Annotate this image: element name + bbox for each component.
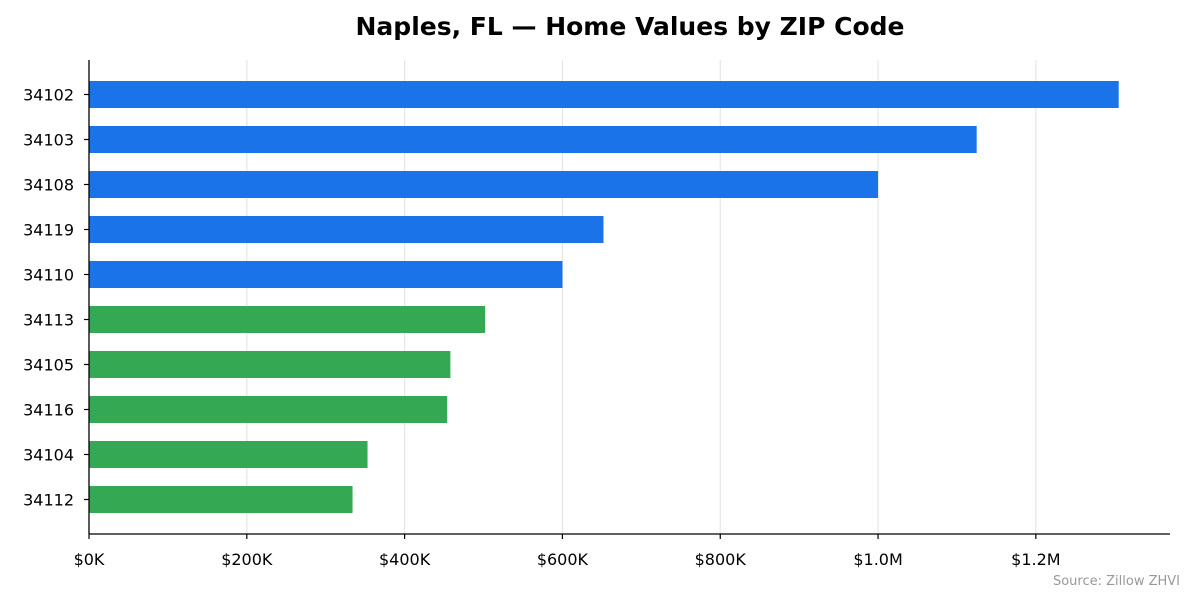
x-tick-label: $200K: [221, 550, 273, 569]
x-tick-label: $1.0M: [853, 550, 902, 569]
y-tick-label-34110: 34110: [23, 266, 74, 285]
x-tick-labels: $0K $200K $400K $600K $800K $1.0M $1.2M: [74, 534, 1061, 569]
y-tick-label-34119: 34119: [23, 221, 74, 240]
y-tick-labels: 34102 34103 34108 34119 34110 34113 34105 34116…: [23, 86, 89, 510]
x-tick-label: $800K: [695, 550, 747, 569]
bar-34113: [89, 306, 486, 333]
bar-34116: [89, 396, 448, 423]
y-tick-label-34104: 34104: [23, 446, 74, 465]
bar-34104: [89, 441, 368, 468]
bar-34105: [89, 351, 451, 378]
source-note: Source: Zillow ZHVI: [1053, 574, 1180, 589]
bar-34119: [89, 216, 604, 243]
bar-34102: [89, 81, 1119, 108]
y-tick-label-34102: 34102: [23, 86, 74, 105]
y-tick-label-34112: 34112: [23, 491, 74, 510]
x-tick-label: $1.2M: [1011, 550, 1060, 569]
bars: [89, 81, 1119, 513]
y-tick-label-34108: 34108: [23, 176, 74, 195]
bar-34103: [89, 126, 977, 153]
y-tick-label-34105: 34105: [23, 356, 74, 375]
chart-title: Naples, FL — Home Values by ZIP Code: [356, 12, 905, 41]
x-tick-label: $0K: [74, 550, 105, 569]
bar-34108: [89, 171, 879, 198]
y-tick-label-34116: 34116: [23, 401, 74, 420]
bar-34110: [89, 261, 563, 288]
bar-34112: [89, 486, 353, 513]
y-tick-label-34113: 34113: [23, 311, 74, 330]
y-tick-label-34103: 34103: [23, 131, 74, 150]
x-tick-label: $600K: [537, 550, 589, 569]
x-tick-label: $400K: [379, 550, 431, 569]
